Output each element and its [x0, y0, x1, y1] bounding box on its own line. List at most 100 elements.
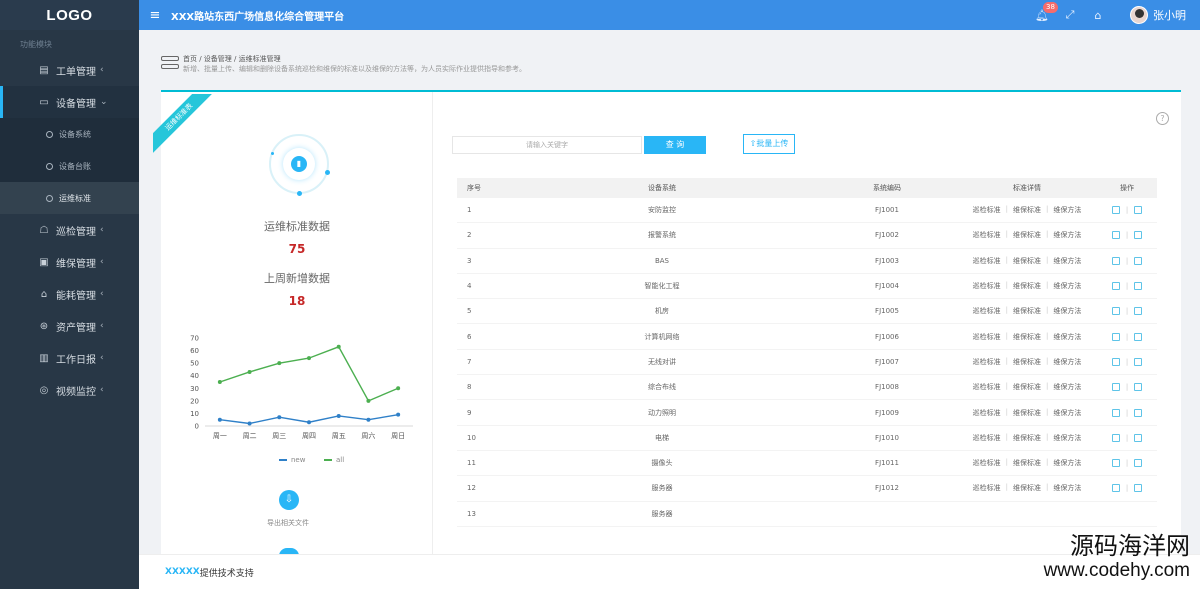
edit-icon[interactable]: [1111, 357, 1120, 366]
sidebar-item-daily-report[interactable]: ▥ 工作日报 ‹: [0, 342, 139, 374]
standards-table: 序号 设备系统 系统编码 标准详情 操作 1 安防监控 FJ1001 巡检标准 | 维保标…: [457, 178, 1157, 527]
avatar[interactable]: [1130, 6, 1148, 24]
sidebar-subitem-device-ledger[interactable]: 设备台账: [0, 150, 139, 182]
sidebar-item-maintenance[interactable]: ▣ 维保管理 ‹: [0, 246, 139, 278]
maintenance-method-link[interactable]: 维保方法: [1053, 332, 1082, 341]
inspection-standard-link[interactable]: 巡检标准: [972, 332, 1001, 341]
inspection-standard-link[interactable]: 巡检标准: [972, 231, 1001, 240]
inspection-standard-link[interactable]: 巡检标准: [972, 307, 1001, 316]
sidebar-item-video[interactable]: ◎ 视频监控 ‹: [0, 374, 139, 406]
maintenance-method-link[interactable]: 维保方法: [1053, 357, 1082, 366]
sidebar-item-devices[interactable]: ▭ 设备管理 ⌄: [0, 86, 139, 118]
maintenance-method-link[interactable]: 维保方法: [1053, 231, 1082, 240]
maintenance-standard-link[interactable]: 维保标准: [1013, 459, 1041, 468]
edit-icon[interactable]: [1111, 484, 1120, 493]
inspection-standard-link[interactable]: 巡检标准: [972, 408, 1001, 417]
inspection-standard-link[interactable]: 巡检标准: [972, 256, 1001, 265]
maintenance-standard-link[interactable]: 维保标准: [1013, 433, 1041, 442]
export-label[interactable]: 导出相关文件: [267, 519, 309, 527]
edit-icon[interactable]: [1111, 307, 1120, 316]
maintenance-method-link[interactable]: 维保方法: [1053, 459, 1082, 468]
maintenance-standard-link[interactable]: 维保标准: [1013, 206, 1041, 215]
download-icon[interactable]: ⇩: [279, 490, 299, 510]
maintenance-method-link[interactable]: 维保方法: [1053, 256, 1082, 265]
maintenance-method-link[interactable]: 维保方法: [1053, 282, 1082, 291]
logo[interactable]: LOGO: [0, 0, 139, 30]
inspection-standard-link[interactable]: 巡检标准: [972, 357, 1001, 366]
home-icon[interactable]: ⌂: [1094, 8, 1102, 22]
maintenance-method-link[interactable]: 维保方法: [1053, 484, 1082, 493]
sidebar-item-work-orders[interactable]: ▤ 工单管理 ‹: [0, 54, 139, 86]
delete-icon[interactable]: [1134, 357, 1143, 366]
x-tick-label: 周二: [243, 432, 257, 440]
fullscreen-icon[interactable]: ⤢: [1065, 8, 1075, 21]
sidebar-item-assets[interactable]: ⊛ 资产管理 ‹: [0, 310, 139, 342]
edit-icon[interactable]: [1111, 332, 1120, 341]
sidebar-item-inspection[interactable]: ☖ 巡检管理 ‹: [0, 214, 139, 246]
edit-icon[interactable]: [1111, 383, 1120, 392]
bell-icon[interactable]: 🔔︎ 38: [1028, 1, 1058, 22]
maintenance-method-link[interactable]: 维保方法: [1053, 206, 1082, 215]
maintenance-method-link[interactable]: 维保方法: [1053, 433, 1082, 442]
sidebar-subitem-ops-standard[interactable]: 运维标准: [0, 182, 139, 214]
maintenance-standard-link[interactable]: 维保标准: [1013, 484, 1041, 493]
delete-icon[interactable]: [1134, 484, 1143, 493]
header-ops: 操作: [1120, 184, 1134, 192]
maintenance-method-link[interactable]: 维保方法: [1053, 307, 1082, 316]
sidebar-subitem-device-system[interactable]: 设备系统: [0, 118, 139, 150]
cell-code: FJ1008: [875, 383, 899, 392]
edit-icon[interactable]: [1111, 459, 1120, 468]
delete-icon[interactable]: [1134, 307, 1143, 316]
inspection-standard-link[interactable]: 巡检标准: [972, 383, 1001, 392]
inspection-standard-link[interactable]: 巡检标准: [972, 433, 1001, 442]
maintenance-standard-link[interactable]: 维保标准: [1013, 307, 1041, 316]
cell-system: 报警系统: [648, 231, 676, 240]
delete-icon[interactable]: [1134, 206, 1143, 215]
maintenance-standard-link[interactable]: 维保标准: [1013, 408, 1041, 417]
cell-system: 服务器: [651, 509, 673, 518]
breadcrumb-path[interactable]: 首页 / 设备管理 / 运维标准管理: [183, 55, 281, 63]
platform-title: XXX路站东西广场信息化综合管理平台: [171, 11, 345, 23]
partial-button[interactable]: [279, 548, 299, 556]
maintenance-standard-link[interactable]: 维保标准: [1013, 256, 1041, 265]
footer-text: 提供技术支持: [199, 568, 254, 579]
edit-icon[interactable]: [1111, 206, 1120, 215]
inspection-standard-link[interactable]: 巡检标准: [972, 282, 1001, 291]
sidebar-item-energy[interactable]: ⌂ 能耗管理 ‹: [0, 278, 139, 310]
search-input[interactable]: 请输入关键字: [452, 136, 642, 154]
delete-icon[interactable]: [1134, 383, 1143, 392]
help-icon[interactable]: ?: [1156, 112, 1169, 125]
batch-upload-button[interactable]: ⇧批量上传: [743, 134, 795, 154]
edit-icon[interactable]: [1111, 256, 1120, 265]
maintenance-standard-link[interactable]: 维保标准: [1013, 282, 1041, 291]
maintenance-standard-link[interactable]: 维保标准: [1013, 231, 1041, 240]
delete-icon[interactable]: [1134, 231, 1143, 240]
username[interactable]: 张小明: [1153, 9, 1186, 22]
delete-icon[interactable]: [1134, 459, 1143, 468]
menu-icon[interactable]: ≡: [149, 7, 161, 23]
top-bar: LOGO ≡ XXX路站东西广场信息化综合管理平台 🔔︎ 38 ⤢ ⌂ 张小明: [0, 0, 1200, 30]
edit-icon[interactable]: [1111, 231, 1120, 240]
delete-icon[interactable]: [1134, 332, 1143, 341]
delete-icon[interactable]: [1134, 256, 1143, 265]
maintenance-standard-link[interactable]: 维保标准: [1013, 332, 1041, 341]
maintenance-standard-link[interactable]: 维保标准: [1013, 383, 1041, 392]
delete-icon[interactable]: [1134, 282, 1143, 291]
footer-company: XXXXX: [165, 567, 200, 577]
edit-icon[interactable]: [1111, 433, 1120, 442]
edit-icon[interactable]: [1111, 408, 1120, 417]
delete-icon[interactable]: [1134, 433, 1143, 442]
circle-icon: [46, 130, 53, 138]
inspection-standard-link[interactable]: 巡检标准: [972, 484, 1001, 493]
maintenance-method-link[interactable]: 维保方法: [1053, 383, 1082, 392]
edit-icon[interactable]: [1111, 282, 1120, 291]
search-button[interactable]: 查 询: [644, 136, 706, 154]
maintenance-standard-link[interactable]: 维保标准: [1013, 357, 1041, 366]
legend-label: all: [336, 456, 344, 464]
sidebar-item-label: 设备管理: [56, 98, 96, 110]
delete-icon[interactable]: [1134, 408, 1143, 417]
inspection-standard-link[interactable]: 巡检标准: [972, 459, 1001, 468]
maintenance-method-link[interactable]: 维保方法: [1053, 408, 1082, 417]
inspection-standard-link[interactable]: 巡检标准: [972, 206, 1001, 215]
y-tick-label: 50: [190, 360, 199, 368]
